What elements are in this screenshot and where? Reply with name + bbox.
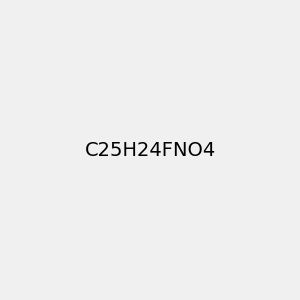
Text: C25H24FNO4: C25H24FNO4 — [84, 140, 216, 160]
